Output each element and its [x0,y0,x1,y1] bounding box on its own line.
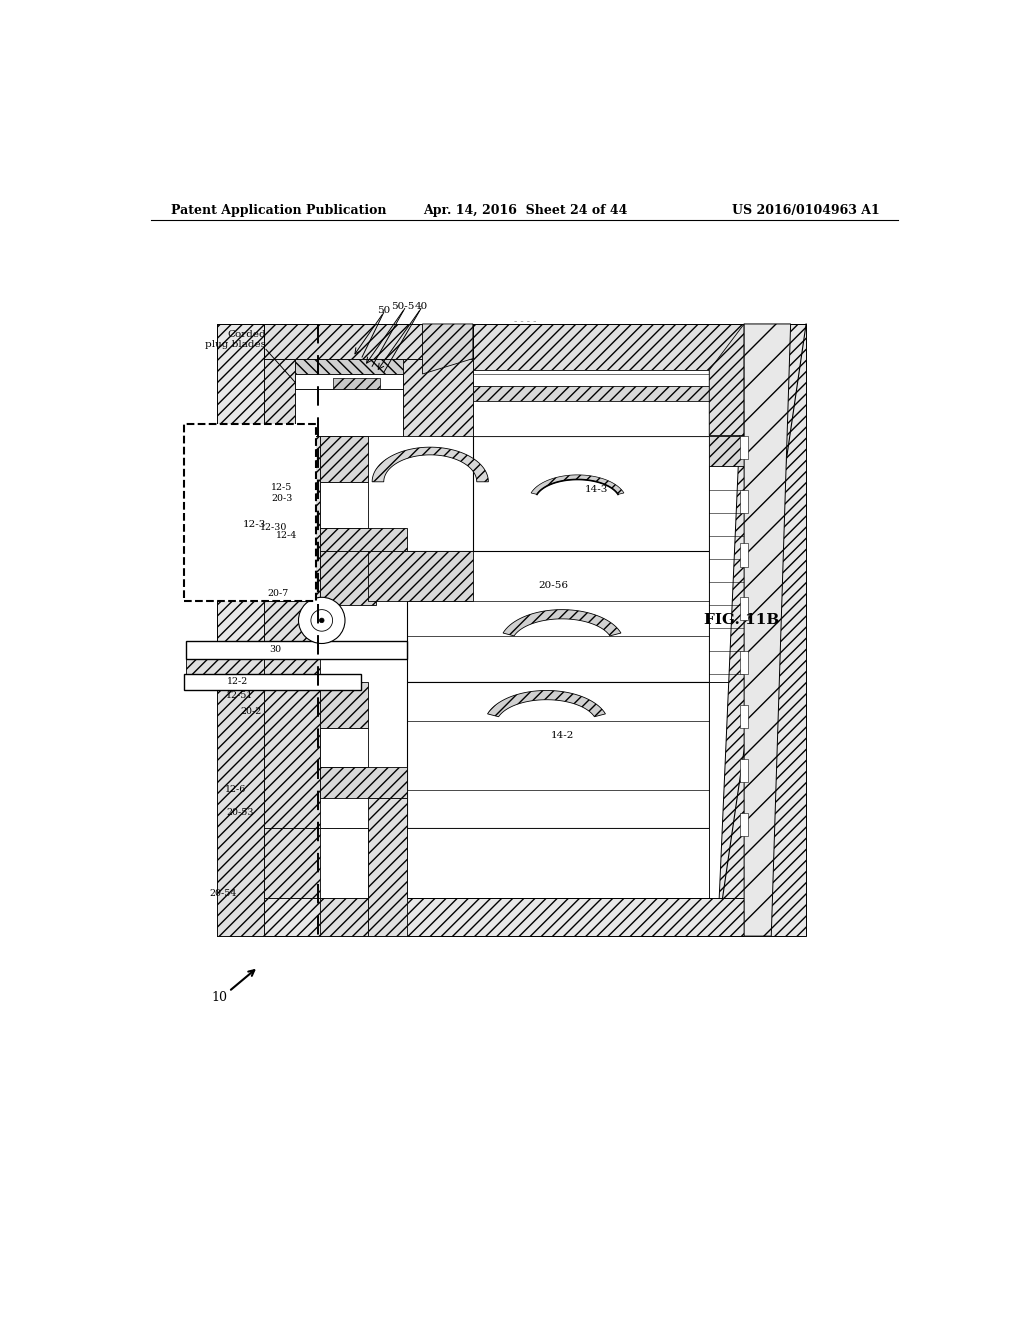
Text: FIG. 11B: FIG. 11B [703,614,779,627]
Bar [217,323,806,367]
Text: 12-5: 12-5 [271,483,292,492]
Bar [369,797,407,936]
Bar [321,767,407,797]
Polygon shape [423,323,473,374]
Bar [740,436,748,459]
Circle shape [311,610,333,631]
Bar [321,729,369,767]
Bar [263,601,321,682]
Text: 14-3: 14-3 [586,484,608,494]
Text: 50-5: 50-5 [391,302,415,310]
Bar [183,424,315,601]
Polygon shape [710,323,744,436]
Text: 20-2: 20-2 [240,706,261,715]
Bar [186,642,407,659]
Bar [263,436,321,601]
Text: Patent Application Publication: Patent Application Publication [171,205,386,218]
Bar [403,359,473,436]
Bar [407,552,710,682]
Bar [473,323,744,370]
Bar [321,898,369,936]
Bar [321,528,407,552]
Text: 20-3: 20-3 [271,494,292,503]
Text: 10: 10 [211,991,227,1005]
Bar [473,401,710,436]
Text: 40: 40 [415,302,428,310]
Text: 20-56: 20-56 [539,581,568,590]
Bar [710,682,744,936]
Text: 12-2: 12-2 [227,677,248,686]
Polygon shape [531,475,624,495]
Text: 20-54: 20-54 [209,890,237,898]
Bar [321,482,369,528]
Bar [263,829,407,898]
Text: US 2016/0104963 A1: US 2016/0104963 A1 [732,205,880,218]
Polygon shape [744,323,791,936]
Bar [740,759,748,781]
Bar [295,359,423,374]
Text: Corded
plug blades: Corded plug blades [205,330,266,350]
Text: 20-7: 20-7 [267,589,289,598]
Bar [369,552,473,601]
Bar [217,682,263,936]
Bar [295,374,403,389]
Text: 14-2: 14-2 [550,731,573,741]
Bar [740,597,748,620]
Bar [473,370,710,385]
Polygon shape [372,447,488,482]
Bar [740,651,748,675]
Bar [321,436,369,482]
Text: Apr. 14, 2016  Sheet 24 of 44: Apr. 14, 2016 Sheet 24 of 44 [423,205,627,218]
Text: 12-4: 12-4 [275,531,297,540]
Text: 50: 50 [377,306,390,314]
Bar [740,813,748,836]
Bar [186,659,263,682]
Bar [407,682,710,829]
Bar [407,829,710,898]
Circle shape [299,597,345,644]
Bar [710,436,744,682]
Bar [740,490,748,512]
Bar [295,389,403,436]
Bar [263,682,321,829]
Text: 12-30: 12-30 [259,524,287,532]
Bar [263,323,473,359]
Bar [321,682,369,729]
Text: - - - -: - - - - [514,317,536,326]
Bar [473,436,710,601]
Text: 30: 30 [269,645,282,655]
Bar [263,359,295,436]
Text: 20-53: 20-53 [226,808,254,817]
Bar [710,436,744,466]
Bar [321,829,369,898]
Circle shape [319,618,324,623]
Text: 12-3: 12-3 [243,520,266,528]
Polygon shape [487,690,605,717]
Text: 12-6: 12-6 [224,785,246,795]
Polygon shape [717,323,806,936]
Text: 12-51: 12-51 [226,690,254,700]
Bar [473,385,710,401]
Bar [217,323,263,936]
Bar [740,705,748,729]
Bar [407,898,710,936]
Bar [183,675,360,689]
Polygon shape [503,610,621,636]
Bar [740,544,748,566]
Bar [217,898,744,936]
Bar [334,378,380,389]
Bar [321,552,376,605]
